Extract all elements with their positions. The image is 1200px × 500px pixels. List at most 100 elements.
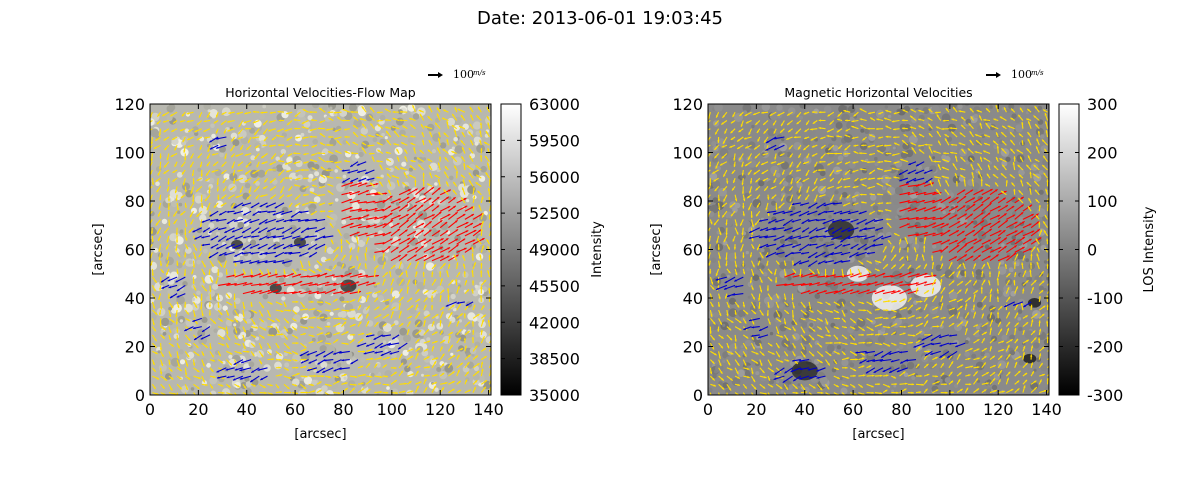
arrowhead-yellow: [209, 297, 212, 301]
image-pixel: [222, 364, 231, 373]
arrowhead-yellow: [441, 289, 445, 293]
arrowhead-red: [366, 214, 370, 217]
arrowhead-yellow: [369, 291, 372, 294]
arrowhead-yellow: [410, 159, 414, 163]
arrowhead-red: [431, 203, 434, 207]
arrowhead-blue: [274, 206, 278, 209]
arrowhead-yellow: [387, 356, 390, 359]
image-pixel: [296, 268, 300, 272]
image-pixel: [165, 197, 172, 204]
arrowhead-yellow: [244, 320, 247, 324]
arrowhead-yellow: [367, 363, 370, 366]
arrowhead-red: [413, 231, 416, 234]
image-pixel: [234, 277, 238, 282]
arrowhead-yellow: [480, 262, 483, 266]
arrowhead-yellow: [159, 348, 163, 351]
arrowhead-yellow: [365, 247, 368, 250]
image-pixel: [956, 124, 962, 130]
arrowhead-yellow: [433, 264, 437, 267]
arrowhead-blue: [288, 252, 291, 255]
arrowhead-yellow: [220, 264, 223, 267]
arrowhead-yellow: [366, 294, 369, 298]
image-pixel: [339, 109, 348, 117]
arrowhead-yellow: [329, 223, 333, 226]
arrowhead-yellow: [160, 306, 163, 310]
arrowhead-yellow: [226, 345, 229, 348]
arrowhead-blue: [315, 219, 318, 222]
arrowhead-yellow: [456, 262, 459, 265]
image-pixel: [841, 359, 849, 367]
arrowhead-yellow: [179, 368, 182, 371]
arrowhead-yellow: [385, 126, 388, 129]
arrowhead-yellow: [221, 112, 225, 115]
arrowhead-yellow: [267, 273, 270, 276]
arrowhead-yellow: [318, 381, 322, 384]
arrowhead-yellow: [427, 366, 430, 369]
arrowhead-yellow: [201, 205, 204, 209]
arrowhead-yellow: [302, 136, 305, 139]
arrowhead-yellow: [457, 369, 460, 373]
arrowhead-blue: [192, 319, 195, 322]
image-pixel: [1000, 260, 1005, 265]
arrowhead-yellow: [264, 391, 267, 395]
image-pixel: [392, 211, 399, 218]
arrowhead-yellow: [244, 127, 248, 130]
arrowhead-yellow: [429, 131, 432, 135]
arrowhead-yellow: [263, 328, 267, 331]
arrowhead-blue: [374, 351, 377, 354]
arrowhead-blue: [265, 205, 269, 208]
arrowhead-yellow: [293, 118, 297, 122]
arrowhead-red: [349, 191, 352, 194]
arrowhead-yellow: [295, 392, 298, 395]
image-pixel: [745, 250, 749, 255]
arrowhead-yellow: [288, 359, 292, 362]
arrowhead-yellow: [476, 314, 480, 317]
image-pixel: [1015, 262, 1020, 267]
image-pixel: [852, 197, 857, 202]
arrowhead-yellow: [183, 150, 186, 153]
arrowhead-yellow: [451, 304, 455, 308]
arrowhead-yellow: [427, 340, 431, 343]
arrowhead-red: [349, 272, 352, 275]
arrowhead-blue: [357, 170, 360, 173]
arrowhead-yellow: [295, 136, 298, 139]
arrowhead-red: [366, 190, 369, 193]
image-pixel: [416, 345, 424, 353]
arrowhead-yellow: [270, 325, 274, 328]
image-pixel: [458, 319, 462, 323]
arrowhead-yellow: [361, 388, 365, 391]
arrowhead-yellow: [408, 381, 412, 384]
image-pixel: [904, 338, 908, 343]
arrowhead-yellow: [477, 238, 480, 241]
arrowhead-yellow: [310, 341, 314, 344]
arrowhead-yellow: [269, 144, 272, 147]
arrowhead-blue: [342, 180, 345, 183]
arrowhead-blue: [240, 261, 243, 264]
arrowhead-yellow: [423, 320, 426, 323]
image-pixel: [465, 323, 474, 331]
arrowhead-yellow: [227, 129, 230, 132]
arrowhead-yellow: [200, 307, 203, 310]
arrowhead-red: [356, 281, 360, 284]
arrowhead-yellow: [487, 122, 490, 125]
image-pixel: [964, 351, 970, 358]
image-pixel: [281, 300, 285, 304]
arrowhead-yellow: [344, 318, 347, 321]
arrowhead-yellow: [176, 208, 179, 211]
arrowhead-red: [388, 246, 391, 249]
arrowhead-yellow: [188, 338, 191, 341]
arrowhead-yellow: [202, 363, 205, 367]
arrowhead-yellow: [173, 392, 177, 395]
image-pixel: [782, 256, 786, 261]
arrowhead-yellow: [319, 389, 322, 392]
image-pixel: [427, 323, 435, 331]
arrowhead-yellow: [265, 172, 268, 175]
arrowhead-yellow: [357, 246, 360, 250]
arrowhead-yellow: [460, 362, 463, 366]
arrowhead-yellow: [333, 111, 337, 114]
image-pixel: [1025, 258, 1030, 263]
image-pixel: [454, 145, 464, 154]
arrowhead-yellow: [343, 374, 347, 377]
image-pixel: [920, 146, 924, 150]
arrowhead-yellow: [416, 352, 419, 356]
